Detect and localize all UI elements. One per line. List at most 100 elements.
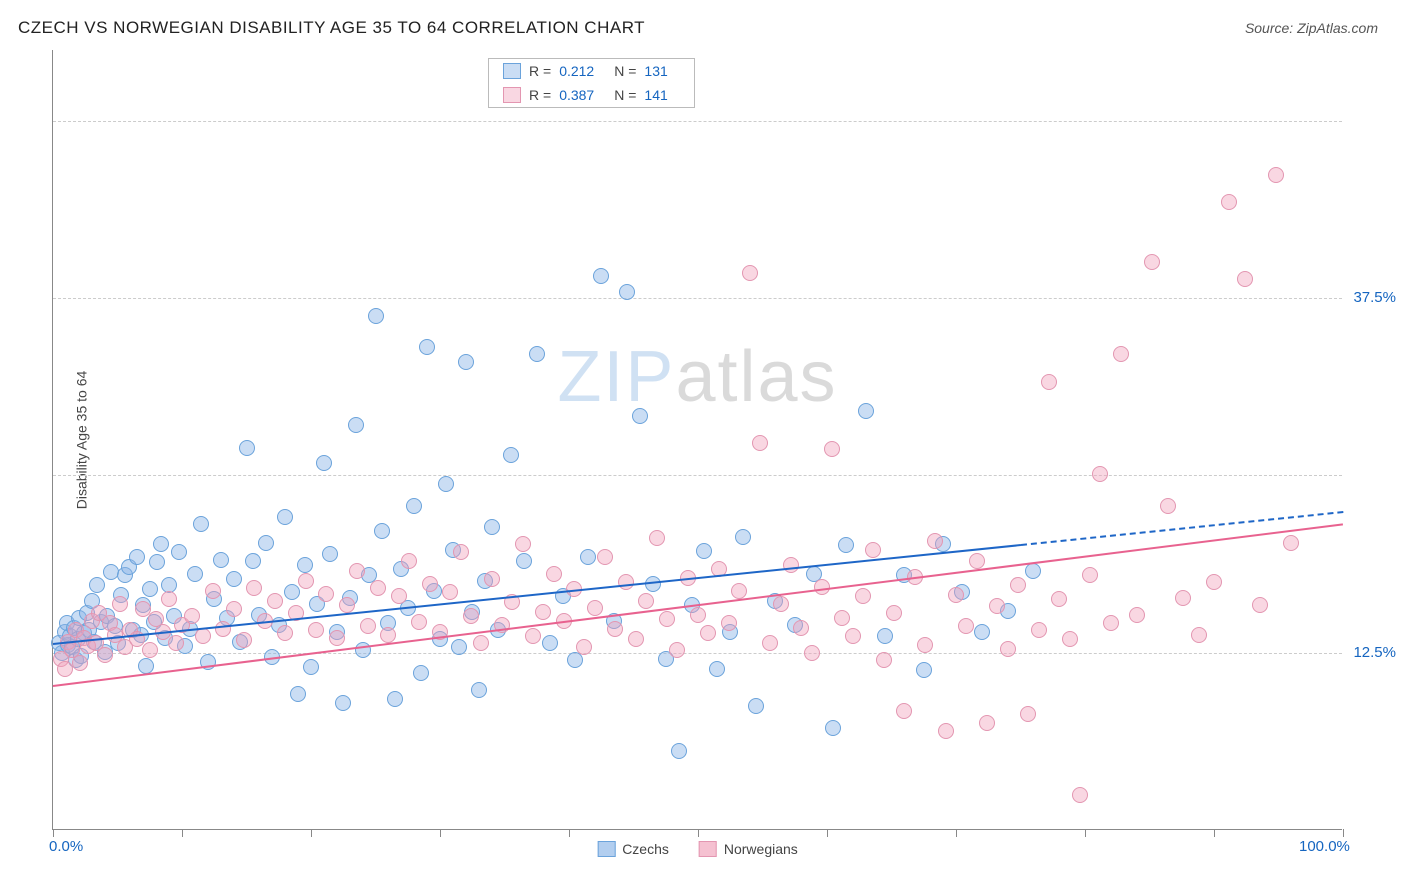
- data-point: [1206, 574, 1222, 590]
- x-tick: [956, 829, 957, 837]
- data-point: [597, 549, 613, 565]
- data-point: [748, 698, 764, 714]
- legend-item: Norwegians: [699, 841, 798, 857]
- data-point: [374, 523, 390, 539]
- gridline: [53, 653, 1342, 654]
- data-point: [391, 588, 407, 604]
- data-point: [1160, 498, 1176, 514]
- data-point: [1221, 194, 1237, 210]
- data-point: [298, 573, 314, 589]
- y-tick-label: 37.5%: [1353, 289, 1396, 306]
- data-point: [916, 662, 932, 678]
- x-tick: [698, 829, 699, 837]
- data-point: [161, 591, 177, 607]
- data-point: [411, 614, 427, 630]
- data-point: [142, 581, 158, 597]
- data-point: [387, 691, 403, 707]
- chart-title: CZECH VS NORWEGIAN DISABILITY AGE 35 TO …: [18, 18, 645, 38]
- x-tick: [1214, 829, 1215, 837]
- legend-r-label: R =: [529, 87, 551, 103]
- legend-r-value: 0.387: [559, 87, 594, 103]
- data-point: [638, 593, 654, 609]
- data-point: [1072, 787, 1088, 803]
- legend-label: Norwegians: [724, 841, 798, 857]
- legend-n-label: N =: [614, 87, 636, 103]
- data-point: [1025, 563, 1041, 579]
- gridline: [53, 121, 1342, 122]
- data-point: [1020, 706, 1036, 722]
- data-point: [865, 542, 881, 558]
- data-point: [246, 580, 262, 596]
- data-point: [322, 546, 338, 562]
- data-point: [368, 308, 384, 324]
- data-point: [195, 628, 211, 644]
- data-point: [838, 537, 854, 553]
- data-point: [1041, 374, 1057, 390]
- x-tick-label: 100.0%: [1299, 838, 1350, 855]
- data-point: [463, 608, 479, 624]
- data-point: [542, 635, 558, 651]
- data-point: [277, 509, 293, 525]
- data-point: [205, 583, 221, 599]
- data-point: [535, 604, 551, 620]
- data-point: [576, 639, 592, 655]
- data-point: [339, 597, 355, 613]
- data-point: [413, 665, 429, 681]
- data-point: [72, 655, 88, 671]
- data-point: [335, 695, 351, 711]
- data-point: [277, 625, 293, 641]
- data-point: [451, 639, 467, 655]
- data-point: [471, 682, 487, 698]
- data-point: [593, 268, 609, 284]
- data-point: [649, 530, 665, 546]
- data-point: [607, 621, 623, 637]
- data-point: [546, 566, 562, 582]
- data-point: [401, 553, 417, 569]
- data-point: [752, 435, 768, 451]
- data-point: [696, 543, 712, 559]
- data-point: [97, 647, 113, 663]
- chart-source: Source: ZipAtlas.com: [1245, 20, 1378, 36]
- data-point: [628, 631, 644, 647]
- data-point: [580, 549, 596, 565]
- data-point: [896, 703, 912, 719]
- data-point: [619, 284, 635, 300]
- x-tick: [182, 829, 183, 837]
- data-point: [245, 553, 261, 569]
- data-point: [1051, 591, 1067, 607]
- data-point: [473, 635, 489, 651]
- data-point: [659, 611, 675, 627]
- data-point: [236, 632, 252, 648]
- data-point: [308, 622, 324, 638]
- x-tick: [1343, 829, 1344, 837]
- data-point: [669, 642, 685, 658]
- data-point: [989, 598, 1005, 614]
- data-point: [215, 621, 231, 637]
- data-point: [834, 610, 850, 626]
- legend-swatch: [503, 87, 521, 103]
- data-point: [927, 533, 943, 549]
- data-point: [938, 723, 954, 739]
- data-point: [142, 642, 158, 658]
- data-point: [303, 659, 319, 675]
- data-point: [516, 553, 532, 569]
- data-point: [825, 720, 841, 736]
- data-point: [1175, 590, 1191, 606]
- data-point: [1113, 346, 1129, 362]
- data-point: [525, 628, 541, 644]
- data-point: [258, 535, 274, 551]
- data-point: [690, 607, 706, 623]
- data-point: [1082, 567, 1098, 583]
- watermark: ZIPatlas: [557, 336, 837, 418]
- legend-swatch: [699, 841, 717, 857]
- data-point: [877, 628, 893, 644]
- data-point: [1000, 641, 1016, 657]
- legend-r-label: R =: [529, 63, 551, 79]
- data-point: [974, 624, 990, 640]
- data-point: [969, 553, 985, 569]
- data-point: [484, 571, 500, 587]
- data-point: [709, 661, 725, 677]
- data-point: [442, 584, 458, 600]
- data-point: [700, 625, 716, 641]
- data-point: [187, 566, 203, 582]
